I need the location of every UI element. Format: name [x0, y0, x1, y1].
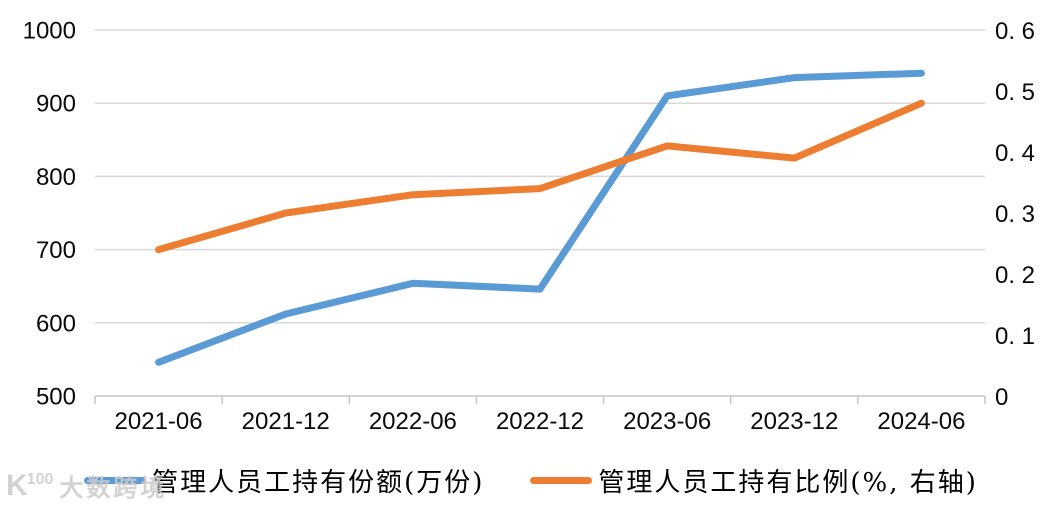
- series-line-0: [155, 69, 925, 366]
- y-axis-label-left: 500: [36, 384, 76, 411]
- x-axis-label: 2021-06: [115, 408, 203, 435]
- y-axis-label-right: 0. 3: [995, 201, 1035, 228]
- y-axis-label-right: 0. 5: [995, 79, 1035, 106]
- y-axis-label-right: 0. 4: [995, 140, 1035, 167]
- y-axis-label-right: 0. 2: [995, 262, 1035, 289]
- legend-item-ratio: 管理人员工持有比例(%, 右轴): [530, 462, 978, 499]
- x-axis-label: 2023-06: [623, 408, 711, 435]
- y-axis-label-right: 0: [995, 384, 1008, 411]
- y-axis-label-right: 0. 6: [995, 18, 1035, 45]
- legend-label-ratio: 管理人员工持有比例(%, 右轴): [598, 468, 978, 498]
- y-axis-label-left: 1000: [23, 18, 76, 45]
- series-line-1: [155, 99, 925, 254]
- y-axis-label-left: 800: [36, 164, 76, 191]
- legend-swatch-shares: [84, 477, 147, 484]
- x-axis-label: 2024-06: [877, 408, 965, 435]
- legend-item-shares: 管理人员工持有份额(万份): [84, 462, 484, 499]
- y-axis-label-left: 600: [36, 310, 76, 337]
- legend-swatch-ratio: [530, 477, 593, 484]
- x-axis-label: 2022-12: [496, 408, 584, 435]
- x-axis-label: 2022-06: [369, 408, 457, 435]
- y-axis-label-right: 0. 1: [995, 323, 1035, 350]
- x-axis-label: 2021-12: [242, 408, 330, 435]
- y-axis-label-left: 700: [36, 237, 76, 264]
- legend-label-shares: 管理人员工持有份额(万份): [152, 468, 485, 498]
- y-axis-label-left: 900: [36, 91, 76, 118]
- x-axis-label: 2023-12: [750, 408, 838, 435]
- chart-legend: 管理人员工持有份额(万份) 管理人员工持有比例(%, 右轴): [0, 462, 1062, 499]
